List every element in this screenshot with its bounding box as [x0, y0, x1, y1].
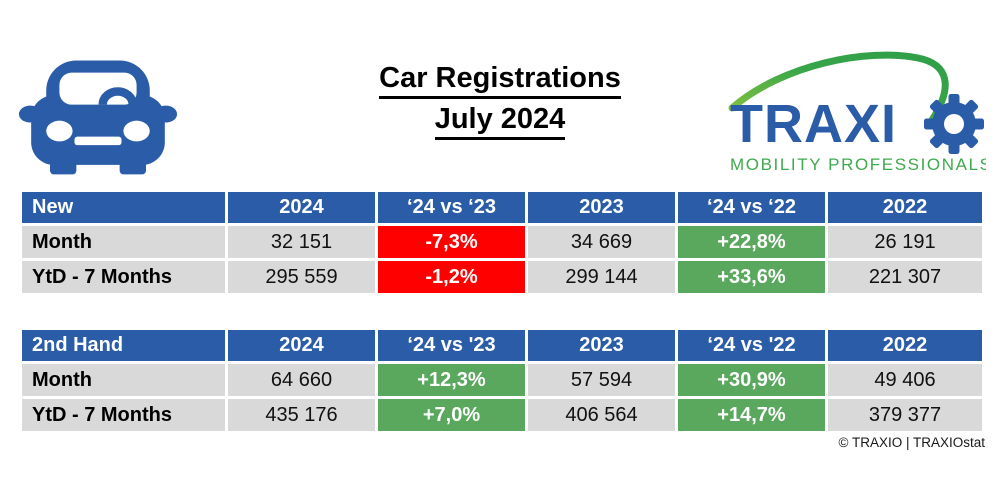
- value-cell: 32 151: [228, 226, 375, 258]
- value-cell: 379 377: [828, 399, 982, 431]
- value-cell: 64 660: [228, 364, 375, 396]
- delta-cell-positive: +7,0%: [378, 399, 525, 431]
- title-line-2: July 2024: [434, 103, 566, 140]
- header-cell-2024: 2024: [228, 330, 375, 361]
- table-new-title-cell: New: [22, 192, 225, 223]
- delta-cell-negative: -1,2%: [378, 261, 525, 293]
- logo-brand-text: TRAXI: [730, 94, 897, 154]
- header-cell-24vs22: ‘24 vs ‘22: [678, 192, 825, 223]
- page-title: Car Registrations July 2024: [0, 62, 1000, 140]
- delta-cell-positive: +14,7%: [678, 399, 825, 431]
- traxio-logo: TRAXI MOBILITY PROFESSIO: [728, 46, 991, 176]
- logo-swoosh: [728, 51, 949, 124]
- header-cell-2023: 2023: [528, 330, 675, 361]
- header-cell-24vs22: ‘24 vs '22: [678, 330, 825, 361]
- table-2nd-hand-registrations: 2nd Hand 2024 ‘24 vs '23 2023 ‘24 vs '22…: [22, 330, 982, 431]
- table-new-registrations: New 2024 ‘24 vs ‘23 2023 ‘24 vs ‘22 2022…: [22, 192, 982, 293]
- table-2ndhand-title-cell: 2nd Hand: [22, 330, 225, 361]
- row-label-month: Month: [22, 364, 225, 396]
- title-line-1: Car Registrations: [379, 62, 621, 99]
- value-cell: 406 564: [528, 399, 675, 431]
- header-cell-2022: 2022: [828, 330, 982, 361]
- header-cell-2023: 2023: [528, 192, 675, 223]
- value-cell: 299 144: [528, 261, 675, 293]
- delta-cell-negative: -7,3%: [378, 226, 525, 258]
- header-cell-2024: 2024: [228, 192, 375, 223]
- value-cell: 435 176: [228, 399, 375, 431]
- value-cell: 49 406: [828, 364, 982, 396]
- delta-cell-positive: +33,6%: [678, 261, 825, 293]
- delta-cell-positive: +12,3%: [378, 364, 525, 396]
- header-cell-24vs23: ‘24 vs ‘23: [378, 192, 525, 223]
- value-cell: 26 191: [828, 226, 982, 258]
- header-cell-2022: 2022: [828, 192, 982, 223]
- logo-tagline: MOBILITY PROFESSIONALS: [730, 155, 986, 174]
- delta-cell-positive: +22,8%: [678, 226, 825, 258]
- value-cell: 295 559: [228, 261, 375, 293]
- value-cell: 34 669: [528, 226, 675, 258]
- row-label-ytd: YtD - 7 Months: [22, 261, 225, 293]
- copyright-credit: © TRAXIO | TRAXIOstat: [838, 435, 986, 450]
- value-cell: 221 307: [828, 261, 982, 293]
- header-cell-24vs23: ‘24 vs '23: [378, 330, 525, 361]
- car-front-icon: [18, 35, 178, 180]
- row-label-month: Month: [22, 226, 225, 258]
- row-label-ytd: YtD - 7 Months: [22, 399, 225, 431]
- value-cell: 57 594: [528, 364, 675, 396]
- gear-icon: [924, 94, 984, 154]
- delta-cell-positive: +30,9%: [678, 364, 825, 396]
